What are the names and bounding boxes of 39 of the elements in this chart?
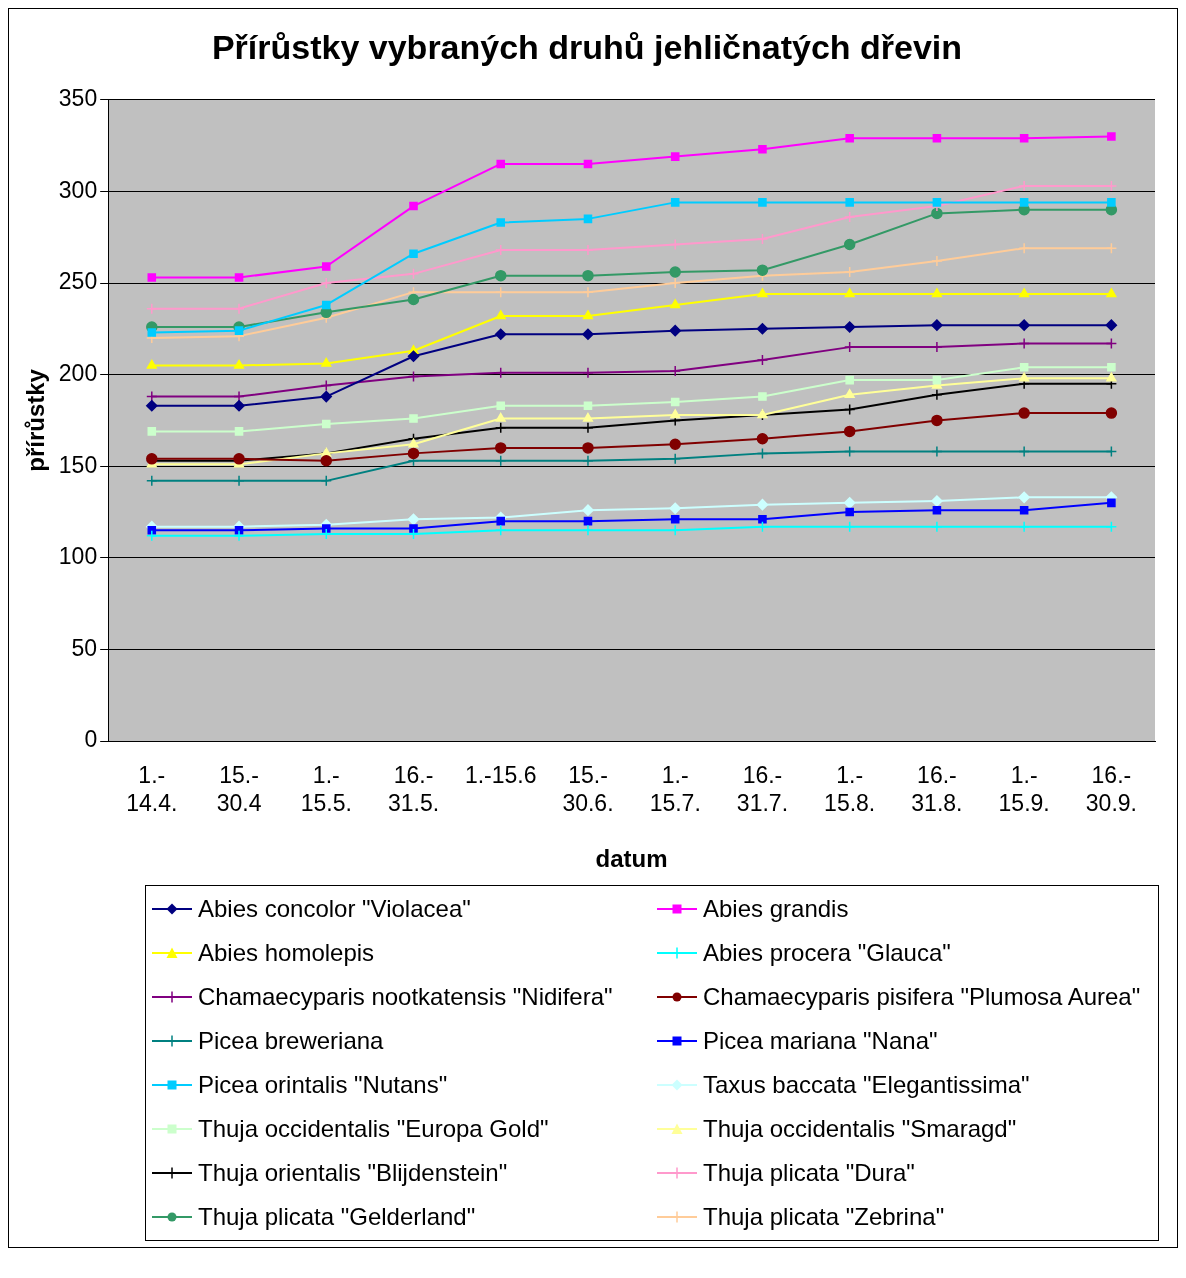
legend-label: Thuja plicata "Dura" (703, 1158, 915, 1188)
legend-label: Abies concolor "Violacea" (198, 894, 471, 924)
legend-label: Chamaecyparis pisifera "Plumosa Aurea" (703, 982, 1141, 1012)
legend-label: Thuja orientalis "Blijdenstein" (198, 1158, 508, 1188)
y-axis-title: přírůstky (22, 368, 50, 472)
legend-label: Abies homolepis (198, 938, 375, 968)
x-tick-label: 16.- 31.7. (736, 762, 789, 816)
legend-label: Thuja plicata "Gelderland" (198, 1202, 476, 1232)
x-tick-label: 1.- 14.4. (126, 762, 178, 816)
chart-title: Přírůstky vybraných druhů jehličnatých dřevin (211, 27, 963, 66)
legend-label: Abies procera "Glauca" (703, 938, 951, 968)
y-tick-label: 200 (58, 359, 98, 386)
x-tick-label: 1.-15.6 (464, 762, 537, 789)
y-tick-label: 100 (58, 543, 98, 570)
legend-label: Thuja occidentalis "Europa Gold" (198, 1114, 549, 1144)
x-tick-label: 16.- 31.5. (387, 762, 440, 816)
x-axis-title: datum (595, 845, 668, 873)
x-tick-label: 1.- 15.5. (300, 762, 352, 816)
legend-label: Picea mariana "Nana" (703, 1026, 938, 1056)
x-tick-label: 15.- 30.6. (562, 762, 614, 816)
x-tick-label: 1.- 15.7. (649, 762, 701, 816)
y-tick-label: 150 (58, 451, 98, 478)
x-tick-label: 1.- 15.8. (824, 762, 876, 816)
legend-label: Thuja occidentalis "Smaragd" (703, 1114, 1017, 1144)
x-tick-label: 16.- 31.8. (911, 762, 963, 816)
legend-label: Picea orintalis "Nutans" (198, 1070, 448, 1100)
legend-label: Abies grandis (703, 894, 849, 924)
y-tick-label: 300 (58, 176, 98, 203)
legend-label: Thuja plicata "Zebrina" (703, 1202, 945, 1232)
y-tick-label: 50 (71, 634, 98, 661)
y-tick-label: 250 (58, 268, 98, 295)
y-tick-label: 350 (58, 85, 98, 112)
x-tick-label: 1.- 15.9. (998, 762, 1050, 816)
x-tick-label: 15.- 30.4 (216, 762, 262, 816)
x-tick-label: 16.- 30.9. (1085, 762, 1137, 816)
legend-label: Chamaecyparis nootkatensis "Nidifera" (198, 982, 613, 1012)
legend-label: Picea breweriana (198, 1026, 384, 1056)
y-tick-label: 0 (84, 726, 98, 753)
legend-label: Taxus baccata "Elegantissima" (703, 1070, 1030, 1100)
